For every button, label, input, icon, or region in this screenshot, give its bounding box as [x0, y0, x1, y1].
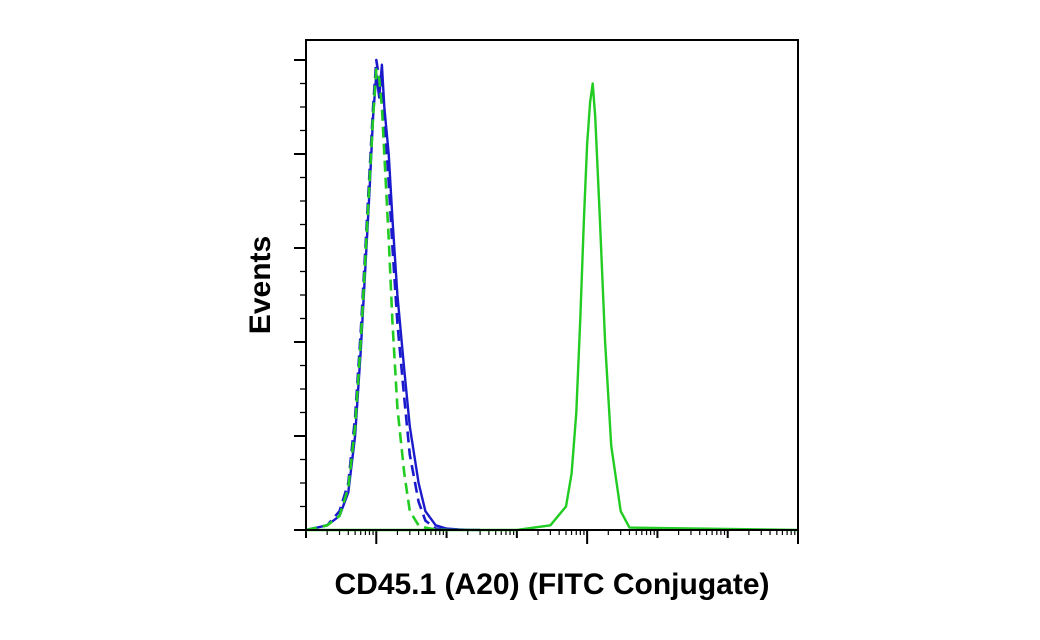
y-axis-label: Events	[244, 236, 277, 334]
x-axis-label: CD45.1 (A20) (FITC Conjugate)	[334, 568, 769, 601]
series-line-1	[305, 63, 481, 532]
series-line-4	[306, 82, 799, 532]
axis-ticks	[294, 59, 799, 544]
plot-frame	[305, 39, 799, 531]
series-line-3	[305, 68, 447, 532]
series-group	[305, 58, 799, 532]
series-line-2	[305, 58, 447, 532]
